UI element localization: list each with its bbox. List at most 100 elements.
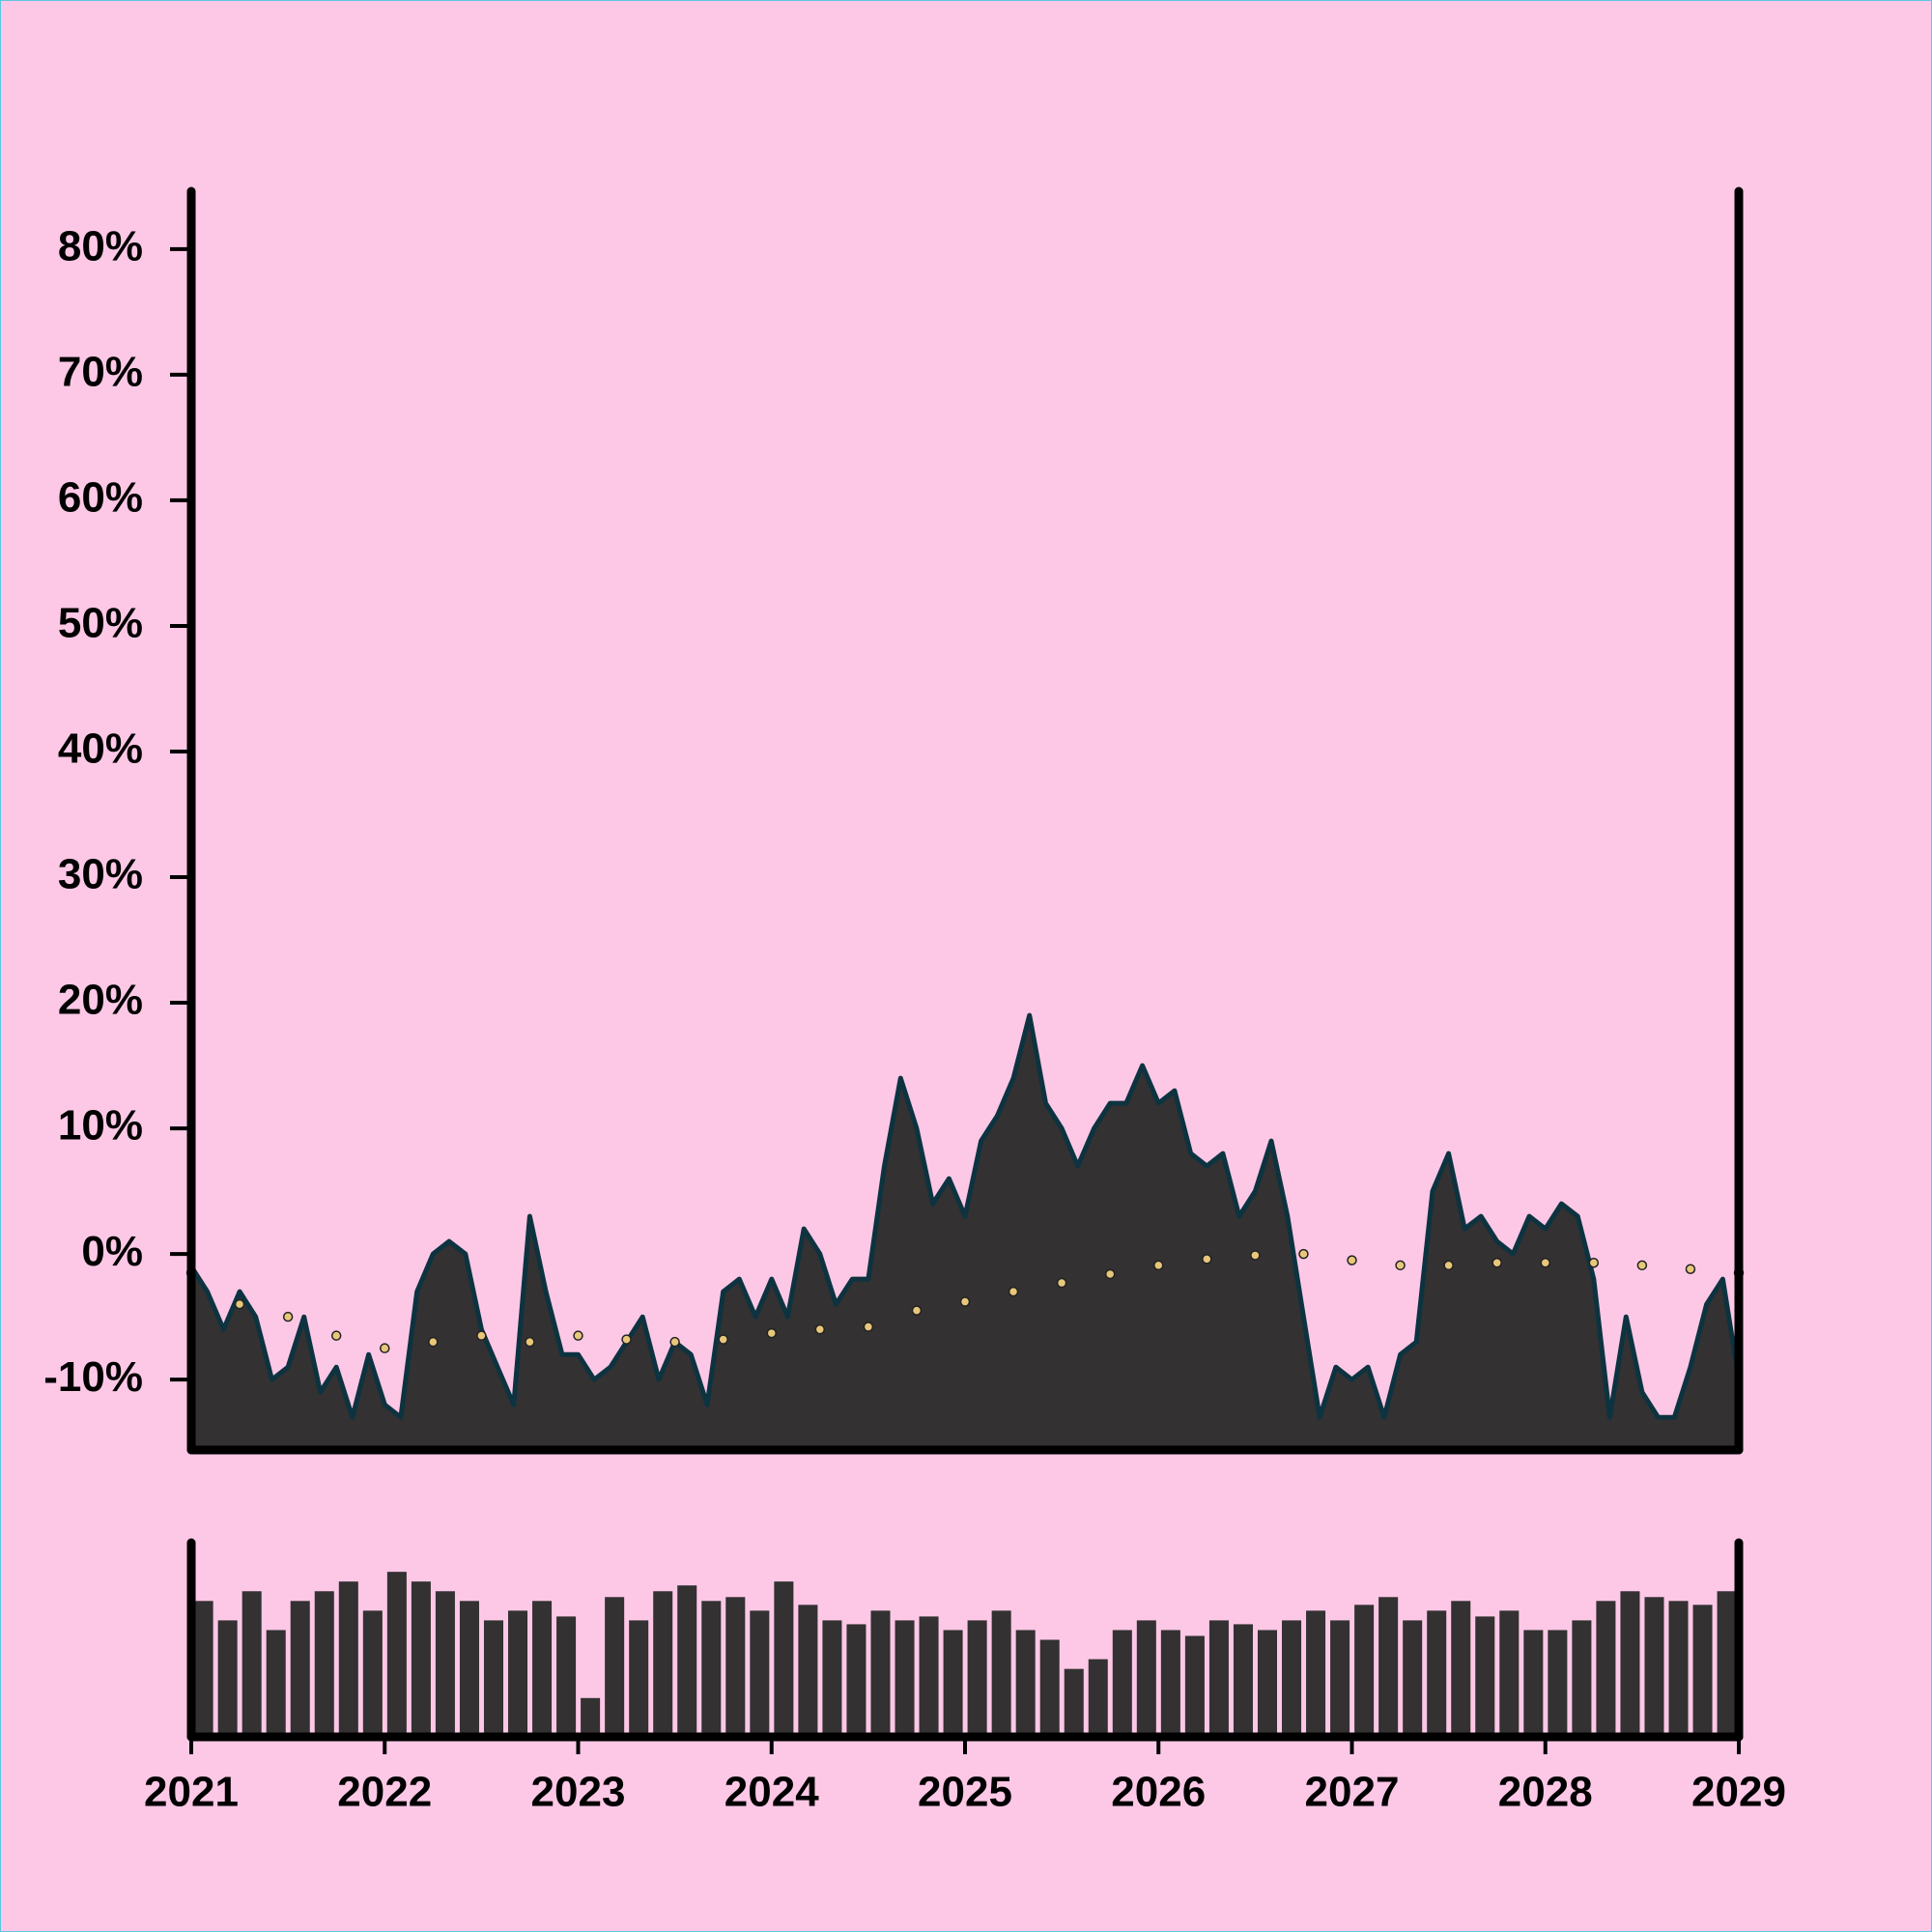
- bar: [508, 1610, 528, 1737]
- bar: [556, 1616, 577, 1737]
- trend-point: [959, 1296, 971, 1307]
- trend-point: [1443, 1260, 1454, 1271]
- trend-point: [1250, 1250, 1261, 1261]
- bar: [1015, 1630, 1036, 1737]
- bar: [1620, 1591, 1640, 1737]
- bar: [750, 1610, 770, 1737]
- y-tick-label: 0%: [81, 1228, 143, 1275]
- trend-point: [1347, 1255, 1357, 1265]
- bar: [1306, 1610, 1326, 1737]
- trend-point: [621, 1334, 632, 1345]
- trend-point: [814, 1323, 826, 1335]
- trend-point: [573, 1330, 583, 1341]
- trend-point: [1588, 1257, 1600, 1268]
- bar: [483, 1620, 504, 1737]
- trend-point: [766, 1327, 777, 1339]
- y-tick-label: 40%: [58, 725, 143, 773]
- bar: [1136, 1620, 1156, 1737]
- bar: [1112, 1630, 1132, 1737]
- y-tick-label: 60%: [58, 474, 143, 522]
- y-tick-label: -10%: [43, 1353, 143, 1401]
- bar: [1282, 1620, 1302, 1737]
- bar: [314, 1591, 334, 1737]
- bar: [1717, 1591, 1737, 1737]
- y-tick-label: 70%: [58, 348, 143, 395]
- bar: [1257, 1630, 1278, 1737]
- bar: [290, 1601, 310, 1737]
- bar: [991, 1610, 1011, 1737]
- bar: [1475, 1616, 1495, 1737]
- trend-point: [1395, 1260, 1406, 1271]
- bar: [1064, 1668, 1084, 1737]
- trend-point: [330, 1330, 342, 1341]
- x-tick-label: 2029: [1691, 1769, 1786, 1816]
- bar: [217, 1620, 238, 1737]
- bar: [895, 1620, 915, 1737]
- x-tick-label: 2028: [1498, 1769, 1593, 1816]
- bar: [629, 1620, 649, 1737]
- trend-point: [1104, 1268, 1116, 1280]
- y-tick-label: 50%: [58, 600, 143, 647]
- bar: [1499, 1610, 1520, 1737]
- trend-point: [234, 1298, 245, 1310]
- trend-point: [1540, 1257, 1550, 1268]
- bar: [266, 1630, 286, 1737]
- x-tick-label: 2023: [531, 1769, 626, 1816]
- bar: [1692, 1605, 1713, 1737]
- bar: [1330, 1620, 1350, 1737]
- bar: [1572, 1620, 1592, 1737]
- trend-point: [718, 1334, 728, 1345]
- x-tick-label: 2022: [337, 1769, 432, 1816]
- bar: [242, 1591, 262, 1737]
- bar: [1548, 1630, 1568, 1737]
- bar: [967, 1620, 987, 1737]
- bar: [362, 1610, 383, 1737]
- y-tick-label: 80%: [58, 222, 143, 270]
- trend-point: [1008, 1286, 1019, 1297]
- y-tick-label: 30%: [58, 851, 143, 898]
- bar: [435, 1591, 455, 1737]
- x-tick-label: 2025: [918, 1769, 1012, 1816]
- bar: [1451, 1601, 1471, 1737]
- trend-point: [428, 1336, 439, 1348]
- area: [188, 1012, 1742, 1453]
- x-tick-label: 2021: [144, 1769, 239, 1816]
- trend-point: [476, 1330, 487, 1341]
- bar: [1427, 1610, 1447, 1737]
- bar: [1596, 1601, 1616, 1737]
- trend-point: [1153, 1260, 1164, 1271]
- bar: [1668, 1601, 1689, 1737]
- bar: [532, 1601, 553, 1737]
- bar: [1523, 1630, 1544, 1737]
- bar: [193, 1601, 213, 1737]
- bar: [943, 1630, 963, 1737]
- bar: [459, 1601, 479, 1737]
- x-tick-label: 2027: [1305, 1769, 1400, 1816]
- trend-point: [380, 1343, 390, 1353]
- bar: [1208, 1620, 1229, 1737]
- y-tick-label: 20%: [58, 977, 143, 1024]
- trend-point: [911, 1305, 923, 1316]
- bar: [605, 1597, 625, 1737]
- bar: [1378, 1597, 1399, 1737]
- trend-point: [1685, 1264, 1696, 1274]
- plot-area: [185, 1012, 1745, 1737]
- bar: [919, 1616, 939, 1737]
- trend-point: [1202, 1254, 1212, 1264]
- bar: [1088, 1659, 1108, 1737]
- bar: [846, 1624, 867, 1737]
- bar: [701, 1601, 722, 1737]
- bar: [798, 1605, 818, 1737]
- trend-point: [1636, 1260, 1648, 1271]
- x-tick-label: 2026: [1111, 1769, 1206, 1816]
- bar: [1233, 1624, 1253, 1737]
- bar: [386, 1572, 407, 1737]
- bar: [1039, 1639, 1060, 1737]
- bar: [1403, 1620, 1423, 1737]
- trend-point: [525, 1336, 535, 1348]
- bar: [653, 1591, 673, 1737]
- bar: [1644, 1597, 1664, 1737]
- bar: [1160, 1630, 1180, 1737]
